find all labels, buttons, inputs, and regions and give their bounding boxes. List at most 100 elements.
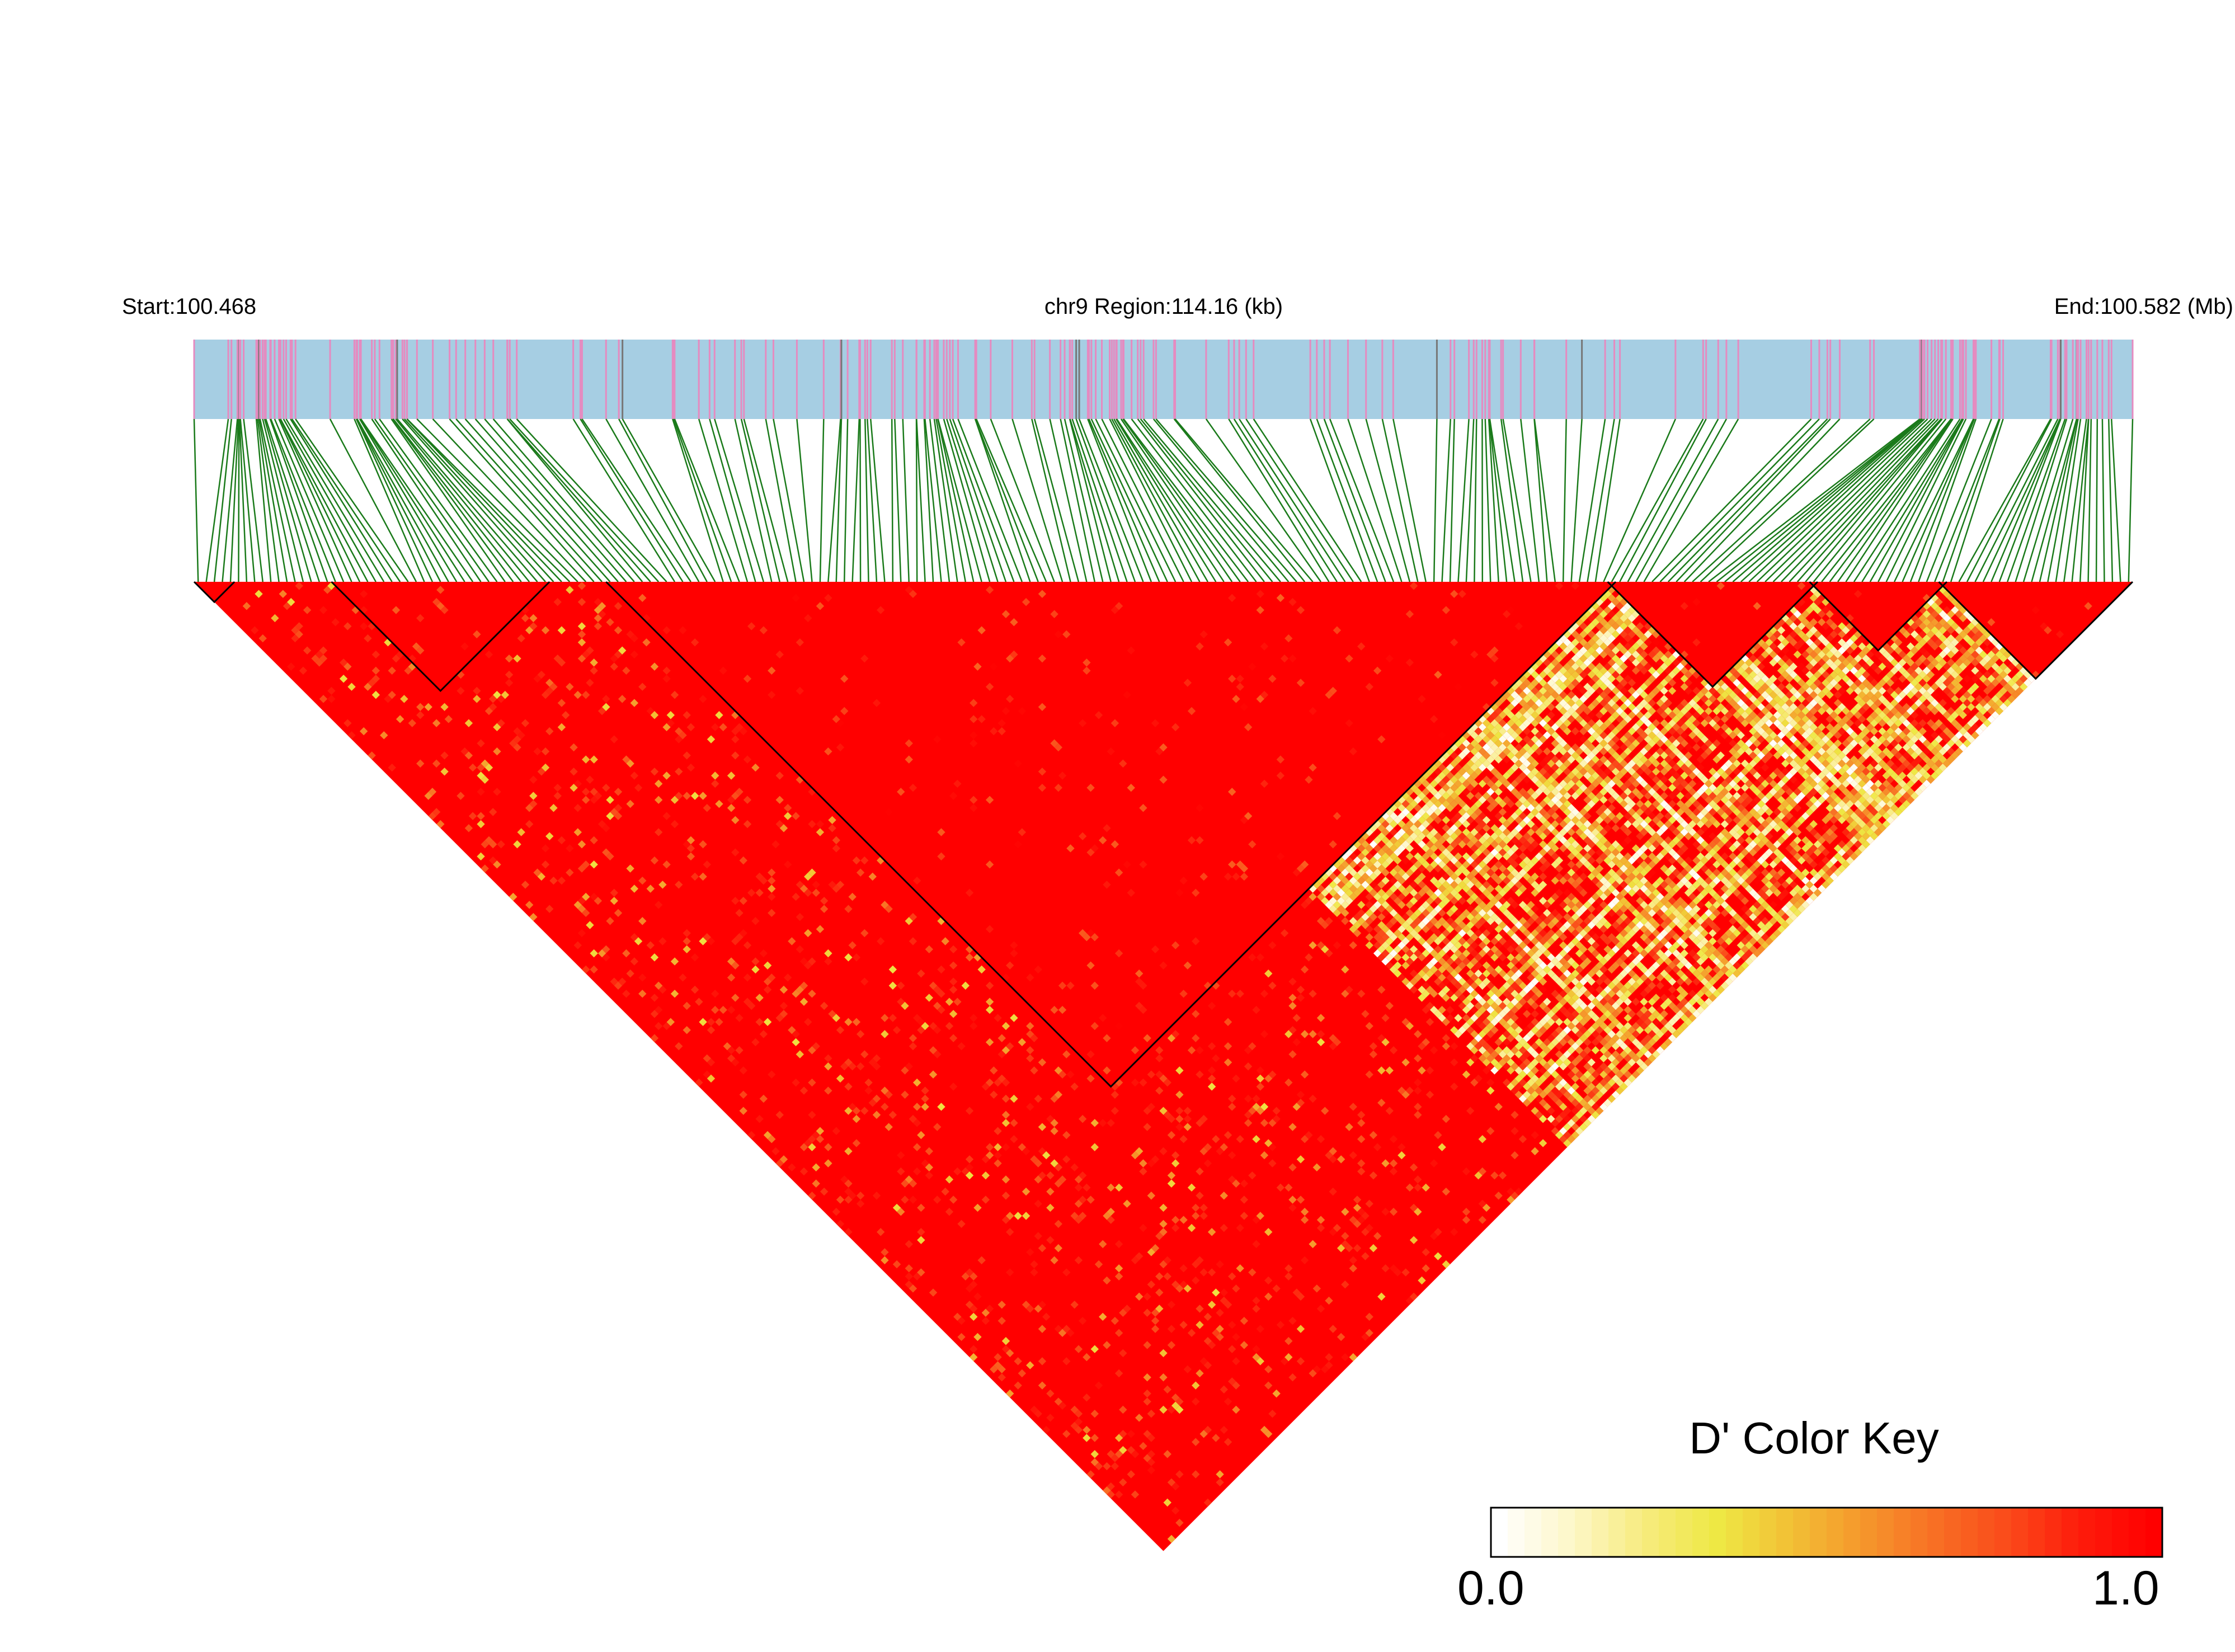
ld-cell (1147, 1450, 1156, 1458)
ld-cell (577, 630, 586, 639)
ld-cell (566, 868, 574, 877)
snp-connector (1174, 418, 1314, 582)
ld-cell (925, 994, 934, 1002)
ld-cell (1531, 840, 1539, 849)
ld-cell (1163, 1498, 1171, 1507)
ld-cell (1139, 860, 1147, 869)
snp-connector (1998, 418, 2062, 582)
ld-cell (743, 820, 752, 829)
ld-cell (1207, 1228, 1216, 1236)
ld-cell (1034, 965, 1042, 974)
ld-cell (1074, 1256, 1083, 1264)
snp-connector (943, 418, 991, 582)
ld-cell (1244, 1062, 1253, 1071)
ld-cell (1296, 1292, 1305, 1301)
ld-cell (897, 1151, 905, 1160)
ld-cell (783, 860, 792, 869)
ld-cell (1155, 1305, 1164, 1313)
ld-cell (1252, 1094, 1260, 1103)
ld-cell (1276, 594, 1285, 603)
ld-cell (751, 763, 760, 772)
ld-cell (1284, 1264, 1293, 1273)
ld-cell (1107, 1183, 1115, 1192)
ld-cell (1167, 1300, 1176, 1309)
ld-cell (1111, 719, 1119, 727)
ld-cell (1296, 1325, 1305, 1333)
ld-cell (488, 703, 497, 711)
ld-cell (650, 662, 659, 671)
ld-cell (606, 917, 614, 925)
ld-cell (1680, 941, 1688, 949)
ld-cell (1074, 1409, 1083, 1418)
ld-cell (1300, 1256, 1309, 1264)
ld-cell (965, 1171, 974, 1180)
ld-cell (1414, 1078, 1422, 1087)
ld-cell (747, 1001, 756, 1010)
ld-cell (614, 909, 623, 917)
ld-cell (755, 994, 764, 1002)
ld-cell (1288, 654, 1297, 663)
ld-cell (763, 985, 772, 994)
ld-cell (614, 812, 623, 820)
ld-cell (1030, 1066, 1038, 1075)
ld-cell (1034, 1409, 1042, 1418)
ld-cell (1094, 1381, 1103, 1390)
ld-cell (1038, 1357, 1047, 1366)
ld-cell (1155, 1054, 1164, 1063)
ld-cell (812, 888, 820, 897)
ld-cell (1256, 1066, 1264, 1075)
ld-cell (468, 763, 477, 772)
ld-cell (1127, 1470, 1135, 1479)
ld-cell (808, 990, 816, 998)
snp-connector (714, 418, 765, 582)
snp-connector (506, 418, 643, 582)
ld-cell (1333, 626, 1342, 634)
ld-cell (553, 792, 562, 800)
ld-cell (1236, 1223, 1244, 1232)
ld-cell (881, 1248, 889, 1256)
ld-cell (582, 965, 590, 974)
ld-cell (1224, 872, 1232, 881)
ld-cell (1587, 856, 1596, 865)
ld-cell (1232, 695, 1240, 703)
ld-cell (1010, 1135, 1018, 1143)
ld-cell (1054, 1163, 1063, 1171)
ld-cell (521, 881, 530, 889)
ld-cell (473, 686, 481, 695)
ld-cell (1078, 1196, 1087, 1204)
ld-cell (1260, 642, 1269, 651)
snp-connector (1902, 418, 1975, 582)
ld-cell (1046, 1203, 1055, 1212)
ld-cell (683, 711, 691, 719)
ld-cell (1418, 695, 1426, 703)
ld-cell (731, 735, 740, 743)
ld-cell (1038, 703, 1047, 711)
ld-cell (1139, 1442, 1147, 1451)
ld-cell (1123, 1305, 1131, 1313)
ld-cell (1083, 1183, 1091, 1192)
ld-cell (1062, 1155, 1071, 1164)
ld-cell (1627, 897, 1636, 905)
ld-cell (1357, 1159, 1366, 1168)
ld-cell (1083, 1393, 1091, 1402)
ld-cell (319, 606, 328, 614)
ld-cell (258, 634, 267, 643)
snp-connector (1500, 418, 1524, 582)
ld-cell (654, 1005, 663, 1014)
ld-cell (1434, 1228, 1442, 1236)
ld-cell (1216, 1309, 1224, 1317)
ld-cell (566, 586, 574, 594)
ld-cell (1511, 1127, 1519, 1135)
ld-cell (1099, 1014, 1107, 1022)
ld-cell (739, 897, 747, 905)
ld-cell (1624, 997, 1632, 1006)
ld-cell (1207, 1074, 1216, 1083)
ld-cell (1316, 1135, 1325, 1143)
ld-cell (909, 1034, 917, 1042)
snp-connector (1449, 418, 1455, 582)
ld-cell (1183, 961, 1192, 969)
snp-connector (1861, 418, 1963, 582)
ld-cell (1199, 1268, 1208, 1277)
ld-cell (860, 1107, 869, 1115)
ld-cell (400, 695, 408, 703)
